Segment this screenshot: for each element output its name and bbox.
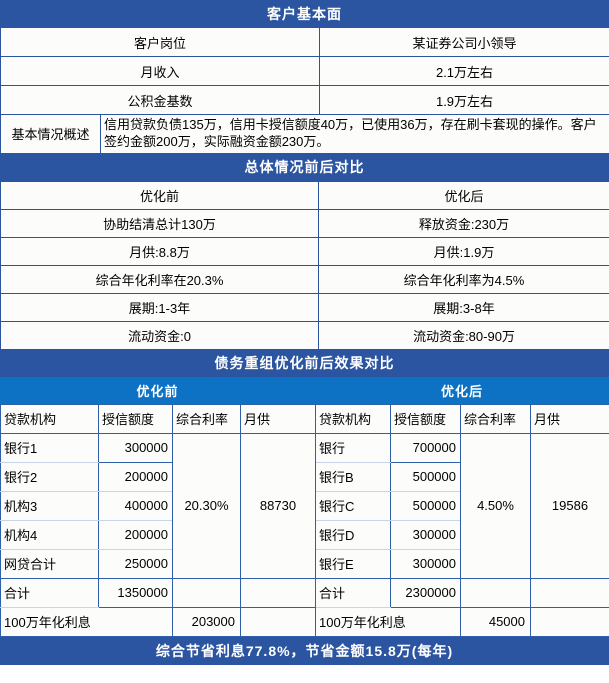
after-total-rate-blank	[460, 577, 531, 608]
col-header-after-rate: 综合利率	[460, 403, 531, 434]
overall-before-1: 月供:8.8万	[0, 236, 319, 266]
before-org-2: 机构3	[0, 490, 99, 521]
after-org-2: 银行C	[315, 490, 391, 521]
table-row-annual: 100万年化利息 203000 100万年化利息 45000	[0, 606, 609, 637]
before-annual-blank	[240, 606, 316, 637]
table-header-row: 贷款机构 授信额度 综合利率 月供 贷款机构 授信额度 综合利率 月供	[0, 403, 609, 434]
section-title-overall: 总体情况前后对比	[0, 153, 609, 181]
section-title-basic: 客户基本面	[0, 0, 609, 27]
table-overall-comparison: 优化前 优化后 协助结清总计130万 释放资金:230万 月供:8.8万 月供:…	[0, 180, 609, 350]
overall-after-0: 释放资金:230万	[318, 208, 609, 238]
table-header-row: 优化前 优化后	[0, 180, 609, 210]
table-row: 客户岗位 某证券公司小领导	[0, 27, 609, 57]
before-rate: 20.30%	[172, 432, 241, 579]
before-monthly: 88730	[240, 432, 316, 579]
after-amount-2: 500000	[390, 490, 461, 521]
table-row: 公积金基数 1.9万左右	[0, 85, 609, 115]
before-total-label: 合计	[0, 577, 99, 608]
detail-head-after: 优化后	[315, 376, 609, 404]
basic-label-2: 公积金基数	[0, 85, 321, 115]
basic-summary-label: 基本情况概述	[0, 114, 101, 154]
table-detail-comparison: 贷款机构 授信额度 综合利率 月供 贷款机构 授信额度 综合利率 月供 银行1 …	[0, 403, 609, 637]
overall-before-3: 展期:1-3年	[0, 292, 319, 322]
table-row: 月供:8.8万 月供:1.9万	[0, 236, 609, 266]
after-total-label: 合计	[315, 577, 391, 608]
col-header-after-monthly: 月供	[530, 403, 609, 434]
section-title-detail: 债务重组优化前后效果对比	[0, 349, 609, 377]
overall-before-4: 流动资金:0	[0, 320, 319, 350]
basic-label-1: 月收入	[0, 56, 321, 86]
after-amount-4: 300000	[390, 548, 461, 579]
before-org-0: 银行1	[0, 432, 99, 463]
before-total-rate-blank	[172, 577, 241, 608]
table-row: 银行2 200000 银行B 500000	[0, 461, 609, 492]
table-row: 流动资金:0 流动资金:80-90万	[0, 320, 609, 350]
after-total-amount: 2300000	[390, 577, 461, 608]
after-monthly: 19586	[530, 432, 609, 579]
overall-head-after: 优化后	[318, 180, 609, 210]
table-row: 展期:1-3年 展期:3-8年	[0, 292, 609, 322]
basic-summary-text: 信用贷款负债135万，信用卡授信额度40万，已使用36万，存在刷卡套现的操作。客…	[99, 114, 609, 154]
after-amount-1: 500000	[390, 461, 461, 492]
table-basic-info: 客户岗位 某证券公司小领导 月收入 2.1万左右 公积金基数 1.9万左右 基本…	[0, 27, 609, 154]
before-org-4: 网贷合计	[0, 548, 99, 579]
table-row: 机构3 400000 银行C 500000	[0, 490, 609, 521]
after-org-1: 银行B	[315, 461, 391, 492]
before-annual-label: 100万年化利息	[0, 606, 173, 637]
after-org-0: 银行	[315, 432, 391, 463]
col-header-after-org: 贷款机构	[315, 403, 391, 434]
after-amount-0: 700000	[390, 432, 461, 463]
table-row-total: 合计 1350000 合计 2300000	[0, 577, 609, 608]
basic-label-0: 客户岗位	[0, 27, 321, 57]
before-amount-2: 400000	[98, 490, 173, 521]
col-header-before-monthly: 月供	[240, 403, 316, 434]
after-rate: 4.50%	[460, 432, 531, 579]
table-row: 综合年化利率在20.3% 综合年化利率为4.5%	[0, 264, 609, 294]
detail-subheader-row: 优化前 优化后	[0, 376, 609, 404]
before-org-3: 机构4	[0, 519, 99, 550]
table-row: 协助结清总计130万 释放资金:230万	[0, 208, 609, 238]
overall-after-2: 综合年化利率为4.5%	[318, 264, 609, 294]
overall-head-before: 优化前	[0, 180, 319, 210]
after-annual-blank	[530, 606, 609, 637]
basic-value-1: 2.1万左右	[319, 56, 609, 86]
table-row: 银行1 300000 20.30% 88730 银行 700000 4.50% …	[0, 432, 609, 579]
col-header-before-amount: 授信额度	[98, 403, 173, 434]
after-annual-label: 100万年化利息	[315, 606, 461, 637]
before-annual-value: 203000	[172, 606, 241, 637]
overall-after-3: 展期:3-8年	[318, 292, 609, 322]
before-amount-1: 200000	[98, 461, 173, 492]
before-total-amount: 1350000	[98, 577, 173, 608]
col-header-after-amount: 授信额度	[390, 403, 461, 434]
before-amount-3: 200000	[98, 519, 173, 550]
footer-savings-banner: 综合节省利息77.8%，节省金额15.8万(每年)	[0, 636, 609, 665]
before-amount-4: 250000	[98, 548, 173, 579]
detail-head-before: 优化前	[0, 376, 315, 404]
col-header-before-org: 贷款机构	[0, 403, 99, 434]
col-header-before-rate: 综合利率	[172, 403, 241, 434]
overall-before-0: 协助结清总计130万	[0, 208, 319, 238]
overall-after-4: 流动资金:80-90万	[318, 320, 609, 350]
after-org-3: 银行D	[315, 519, 391, 550]
after-annual-value: 45000	[460, 606, 531, 637]
table-row: 机构4 200000 银行D 300000	[0, 519, 609, 550]
overall-before-2: 综合年化利率在20.3%	[0, 264, 319, 294]
before-total-monthly-blank	[240, 577, 316, 608]
after-org-4: 银行E	[315, 548, 391, 579]
basic-value-0: 某证券公司小领导	[319, 27, 609, 57]
before-amount-0: 300000	[98, 432, 173, 463]
table-row: 网贷合计 250000 银行E 300000	[0, 548, 609, 579]
after-amount-3: 300000	[390, 519, 461, 550]
before-org-1: 银行2	[0, 461, 99, 492]
basic-value-2: 1.9万左右	[319, 85, 609, 115]
table-row-summary: 基本情况概述 信用贷款负债135万，信用卡授信额度40万，已使用36万，存在刷卡…	[0, 114, 609, 154]
overall-after-1: 月供:1.9万	[318, 236, 609, 266]
table-row: 月收入 2.1万左右	[0, 56, 609, 86]
after-total-monthly-blank	[530, 577, 609, 608]
